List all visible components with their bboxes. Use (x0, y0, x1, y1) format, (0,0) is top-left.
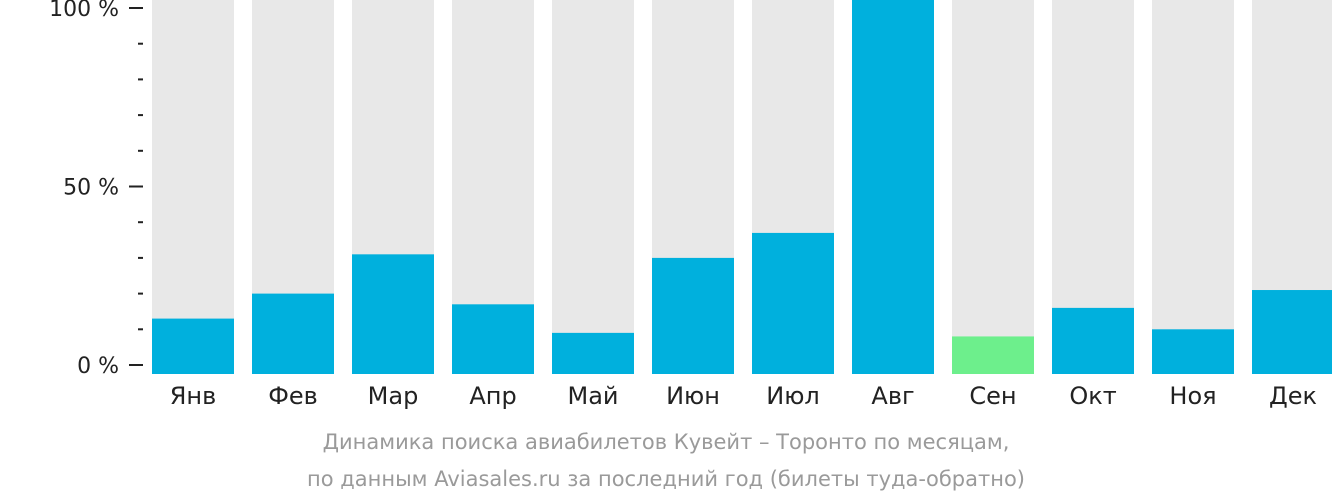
bars (152, 0, 1332, 374)
x-tick-label: Мар (368, 382, 419, 410)
x-tick-label: Фев (268, 382, 318, 410)
x-tick-label: Июн (666, 382, 720, 410)
bar (1152, 329, 1234, 374)
bar (252, 293, 334, 374)
bar (1252, 290, 1332, 374)
bar (152, 318, 234, 374)
bar-background (152, 0, 234, 374)
bar (452, 304, 534, 374)
bar (352, 254, 434, 374)
bar (852, 0, 934, 374)
y-tick-label: 100 % (49, 0, 119, 22)
x-tick-label: Ноя (1169, 382, 1216, 410)
x-tick-label: Дек (1269, 382, 1317, 410)
bar (1052, 307, 1134, 374)
bar (952, 336, 1034, 374)
chart-caption-line-1: Динамика поиска авиабилетов Кувейт – Тор… (322, 430, 1010, 454)
chart-caption-line-2: по данным Aviasales.ru за последний год … (307, 467, 1025, 491)
y-axis: 0 % 50 % 100 % (49, 0, 143, 379)
x-axis: Янв Фев Мар Апр Май Июн Июл Авг Сен Окт Ноя Дек (170, 382, 1317, 410)
bar-background (952, 0, 1034, 374)
bar-background (1152, 0, 1234, 374)
x-tick-label: Янв (170, 382, 217, 410)
bar-chart: 0 % 50 % 100 % Янв Фев Мар Апр Май Июн Июл Авг Сен… (49, 0, 1332, 410)
y-tick-label: 50 % (63, 176, 119, 201)
y-tick-label: 0 % (77, 354, 119, 379)
x-tick-label: Июл (766, 382, 820, 410)
x-tick-label: Май (567, 382, 618, 410)
x-tick-label: Окт (1069, 382, 1116, 410)
bar-background (552, 0, 634, 374)
bar (552, 332, 634, 374)
x-tick-label: Авг (871, 382, 914, 410)
bar (752, 232, 834, 374)
x-tick-label: Сен (969, 382, 1016, 410)
x-tick-label: Апр (469, 382, 516, 410)
bar (652, 257, 734, 374)
